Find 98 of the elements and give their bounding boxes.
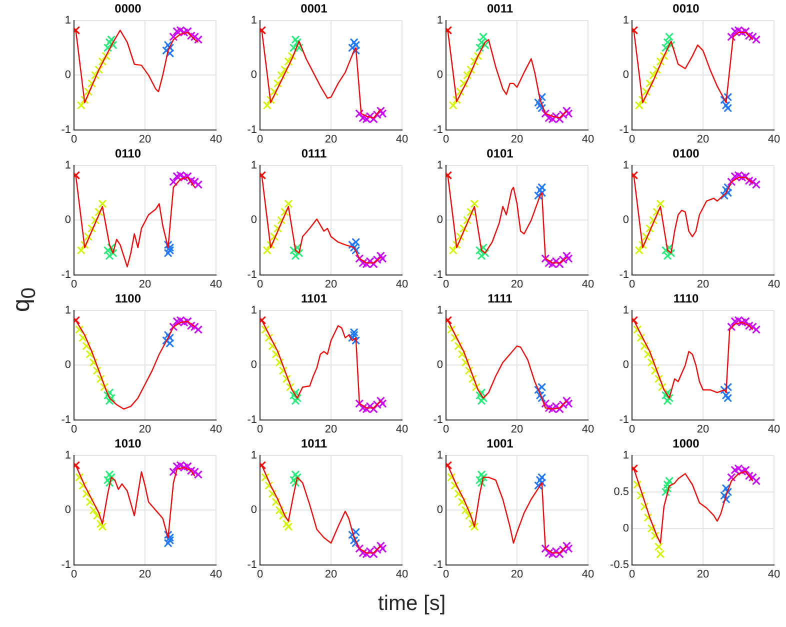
chart-title: 1010 bbox=[114, 436, 142, 451]
chart-title: 0011 bbox=[486, 2, 514, 16]
y-tick-label: -1 bbox=[61, 559, 71, 572]
y-tick-label: 0 bbox=[250, 504, 257, 516]
chart-title: 1101 bbox=[300, 292, 328, 306]
chart-title: 1011 bbox=[300, 436, 328, 451]
y-tick-label: -1 bbox=[247, 559, 257, 572]
x-tick-label: 40 bbox=[582, 568, 594, 581]
x-tick-label: 40 bbox=[582, 278, 594, 291]
y-tick-label: 1 bbox=[436, 304, 443, 316]
x-tick-label: 20 bbox=[696, 278, 710, 291]
x-tick-label: 20 bbox=[510, 424, 524, 436]
x-tick-label: 20 bbox=[138, 278, 152, 291]
y-tick-label: 1 bbox=[436, 14, 443, 26]
x-tick-label: 20 bbox=[696, 134, 710, 146]
y-tick-label: 1 bbox=[622, 449, 629, 462]
y-tick-label: 1 bbox=[250, 304, 257, 316]
y-tick-label: 0 bbox=[250, 359, 257, 372]
y-tick-label: -1 bbox=[433, 559, 443, 572]
x-tick-label: 20 bbox=[324, 278, 338, 291]
y-tick-label: 1 bbox=[64, 304, 71, 316]
chart-title: 1111 bbox=[488, 292, 513, 306]
y-tick-label: -1 bbox=[247, 414, 257, 426]
y-tick-label: 1 bbox=[622, 304, 629, 316]
y-tick-label: 1 bbox=[250, 449, 257, 462]
y-tick-label: 0 bbox=[64, 214, 71, 226]
x-tick-label: 20 bbox=[696, 568, 710, 581]
y-tick-label: 0 bbox=[250, 69, 257, 82]
y-tick-label: 1 bbox=[622, 159, 629, 172]
chart-title: 0110 bbox=[114, 146, 142, 161]
y-tick-label: 1 bbox=[250, 14, 257, 26]
chart-title: 0000 bbox=[114, 2, 142, 16]
y-tick-label: -1 bbox=[619, 414, 629, 426]
chart-title: 0111 bbox=[301, 146, 328, 161]
y-tick-label: 0 bbox=[436, 214, 443, 226]
y-tick-label: 0 bbox=[622, 69, 629, 82]
y-tick-label: 1 bbox=[250, 159, 257, 172]
x-tick-label: 20 bbox=[696, 424, 710, 436]
x-tick-label: 40 bbox=[768, 278, 780, 291]
y-tick-label: -1 bbox=[247, 269, 257, 282]
x-tick-label: 40 bbox=[396, 278, 408, 291]
x-axis-title: time [s] bbox=[378, 592, 446, 616]
y-tick-label: 1 bbox=[64, 159, 71, 172]
x-tick-label: 40 bbox=[210, 134, 222, 146]
x-tick-label: 40 bbox=[768, 568, 780, 581]
y-tick-label: 1 bbox=[64, 14, 71, 26]
y-tick-label: 0 bbox=[622, 522, 629, 534]
x-tick-label: 40 bbox=[768, 424, 780, 436]
y-tick-label: 0 bbox=[64, 504, 71, 516]
y-tick-label: 1 bbox=[436, 449, 443, 462]
chart-title: 0010 bbox=[672, 2, 700, 16]
chart-title: 1001 bbox=[486, 436, 514, 451]
y-tick-label: 0 bbox=[436, 359, 443, 372]
x-tick-label: 20 bbox=[510, 568, 524, 581]
x-tick-label: 20 bbox=[324, 134, 338, 146]
y-tick-label: 0 bbox=[622, 359, 629, 372]
x-tick-label: 40 bbox=[582, 134, 594, 146]
chart-title: 0101 bbox=[486, 146, 514, 161]
x-tick-label: 40 bbox=[768, 134, 780, 146]
x-tick-label: 40 bbox=[210, 278, 222, 291]
y-tick-label: 0 bbox=[64, 69, 71, 82]
y-tick-label: -1 bbox=[61, 124, 71, 136]
x-tick-label: 40 bbox=[396, 134, 408, 146]
y-tick-label: -1 bbox=[61, 414, 71, 426]
y-tick-label: -1 bbox=[619, 124, 629, 136]
x-tick-label: 20 bbox=[138, 134, 152, 146]
y-tick-label: -1 bbox=[247, 124, 257, 136]
y-tick-label: 0.5 bbox=[614, 486, 629, 498]
chart-title: 1100 bbox=[114, 292, 142, 306]
chart-title: 1110 bbox=[673, 292, 700, 306]
y-tick-label: -1 bbox=[433, 414, 443, 426]
y-tick-label: 1 bbox=[622, 14, 629, 26]
x-tick-label: 20 bbox=[324, 424, 338, 436]
x-tick-label: 40 bbox=[210, 424, 222, 436]
y-tick-label: -1 bbox=[433, 269, 443, 282]
y-tick-label: -1 bbox=[61, 269, 71, 282]
x-tick-label: 20 bbox=[510, 134, 524, 146]
x-tick-label: 40 bbox=[210, 568, 222, 581]
x-tick-label: 20 bbox=[324, 568, 338, 581]
y-tick-label: 0 bbox=[622, 214, 629, 226]
x-tick-label: 20 bbox=[138, 424, 152, 436]
y-tick-label: -0.5 bbox=[610, 559, 629, 572]
chart-title: 0001 bbox=[300, 2, 328, 16]
x-tick-label: 20 bbox=[138, 568, 152, 581]
y-tick-label: -1 bbox=[433, 124, 443, 136]
y-tick-label: 0 bbox=[436, 69, 443, 82]
x-tick-label: 40 bbox=[396, 424, 408, 436]
x-tick-label: 40 bbox=[396, 568, 408, 581]
y-tick-label: 1 bbox=[436, 159, 443, 172]
y-tick-label: 0 bbox=[64, 359, 71, 372]
chart-title: 0100 bbox=[672, 146, 700, 161]
y-tick-label: -1 bbox=[619, 269, 629, 282]
chart-title: 1000 bbox=[672, 436, 700, 451]
x-tick-label: 40 bbox=[582, 424, 594, 436]
y-tick-label: 1 bbox=[64, 449, 71, 462]
y-tick-label: 0 bbox=[250, 214, 257, 226]
x-tick-label: 20 bbox=[510, 278, 524, 291]
y-tick-label: 0 bbox=[436, 504, 443, 516]
